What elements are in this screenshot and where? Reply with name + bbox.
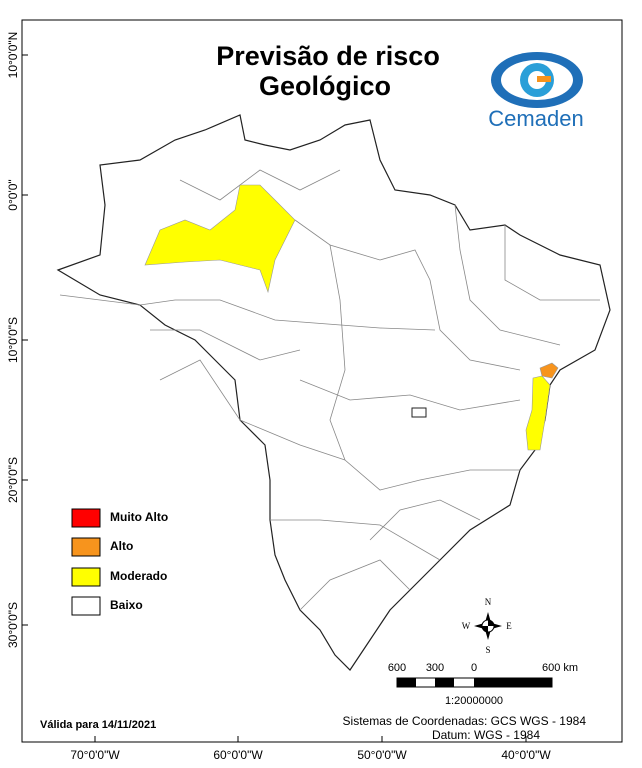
scale-bar: 600 300 0 600 km 1:20000000 [388,662,578,707]
legend-label: Muito Alto [110,510,168,524]
risk-area-moderate [525,375,551,451]
compass-n: N [485,597,492,607]
scale-label: 600 km [542,662,578,674]
coordinate-system: Sistemas de Coordenadas: GCS WGS - 1984 [343,714,587,728]
risk-area-moderate [144,184,296,294]
datum: Datum: WGS - 1984 [432,728,540,742]
longitude-label: 70°0'0"W [70,748,120,762]
latitude-label: 10°0'0"S [6,317,20,363]
legend-swatch [71,508,101,528]
longitude-label: 60°0'0"W [213,748,263,762]
legend-swatch [71,537,101,557]
latitude-label: 0°0'0" [6,179,20,210]
longitude-label: 50°0'0"W [357,748,407,762]
validity: Válida para 14/11/2021 [40,719,156,731]
legend-label: Moderado [110,569,167,583]
legend-swatch [71,567,101,587]
compass-e: E [506,621,512,631]
scale-label: 300 [426,662,444,674]
scale-ratio: 1:20000000 [445,695,503,707]
latitude-label: 10°0'0"N [6,32,20,79]
compass: N S E W [462,597,513,655]
latitude-label: 30°0'0"S [6,602,20,648]
frame-ticks [22,54,527,742]
compass-w: W [462,621,471,631]
logo: Cemaden [488,52,584,131]
latitude-label: 20°0'0"S [6,457,20,503]
legend-label: Baixo [110,598,143,612]
legend: Muito Alto Alto Moderado Baixo [71,508,168,616]
title: Geológico [259,71,391,101]
longitude-label: 40°0'0"W [501,748,551,762]
scale-label: 600 [388,662,406,674]
title: Previsão de risco [216,41,440,71]
risk-area-high [539,362,559,379]
legend-swatch [71,596,101,616]
scale-label: 0 [471,662,477,674]
boundaries [59,169,600,611]
compass-s: S [485,645,490,655]
district [411,407,427,418]
logo-text: Cemaden [488,106,583,131]
legend-label: Alto [110,539,133,553]
